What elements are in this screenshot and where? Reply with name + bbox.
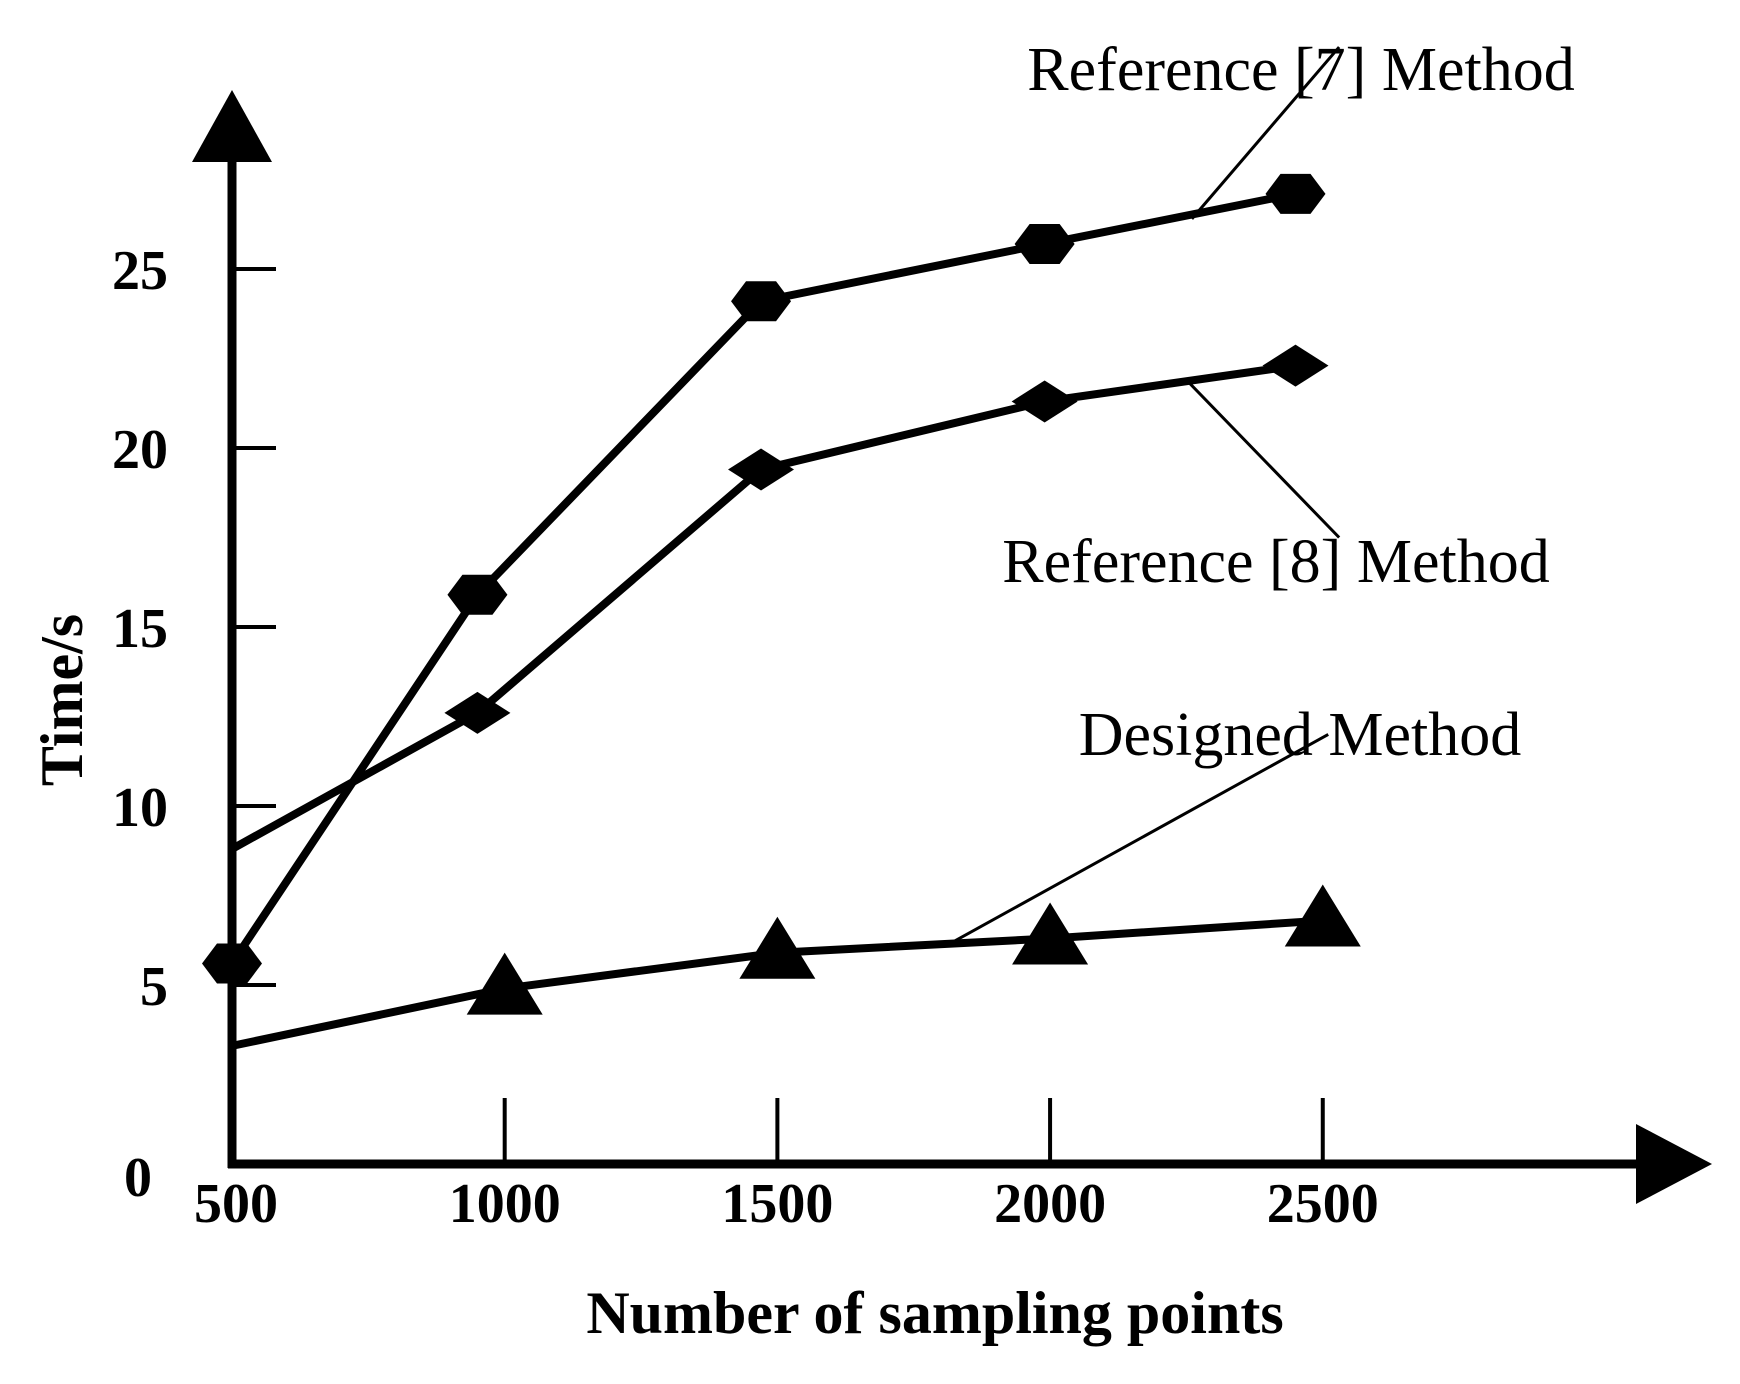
triangle-marker <box>1284 884 1361 947</box>
y-tick-label: 5 <box>140 956 168 1018</box>
triangle-marker <box>739 916 816 979</box>
y-tick-label: 15 <box>112 598 168 660</box>
leader-line <box>1190 46 1341 220</box>
series-label-reference-8: Reference [8] Method <box>1002 528 1549 596</box>
axis-ticks: 500 1000 1500 2000 2500 0 5 10 15 20 25 <box>112 240 1379 1235</box>
y-tick-label: 10 <box>112 777 168 839</box>
triangle-marker <box>466 952 543 1015</box>
x-tick-label: 1000 <box>449 1173 561 1235</box>
x-tick-label: 2500 <box>1267 1173 1379 1235</box>
y-tick-label: 0 <box>124 1147 152 1209</box>
series-2 <box>230 344 1329 853</box>
series-1 <box>202 173 1326 984</box>
diamond-marker <box>1011 380 1078 423</box>
triangle-marker <box>1012 902 1089 965</box>
x-axis-title: Number of sampling points <box>586 1280 1283 1346</box>
leader-line <box>945 733 1329 947</box>
hexagon-marker <box>447 574 508 615</box>
diamond-marker <box>728 448 795 491</box>
leader-line <box>1185 378 1341 539</box>
series-label-designed: Designed Method <box>1079 701 1522 769</box>
label-leader-lines <box>945 46 1341 947</box>
x-tick-label: 500 <box>194 1173 278 1235</box>
series-layer <box>202 173 1361 1050</box>
series-3 <box>231 884 1361 1050</box>
x-axis-arrow <box>1636 1124 1712 1204</box>
hexagon-marker <box>731 281 792 322</box>
y-axis-arrow <box>192 90 272 162</box>
hexagon-marker <box>1014 223 1075 264</box>
y-tick-label: 25 <box>112 240 168 302</box>
series-line <box>230 361 1297 853</box>
series-label-reference-7: Reference [7] Method <box>1027 36 1574 104</box>
y-axis-title: Time/s <box>29 614 95 786</box>
x-tick-label: 1500 <box>721 1173 833 1235</box>
diamond-marker <box>444 691 511 734</box>
diamond-marker <box>1262 344 1329 387</box>
hexagon-marker <box>202 943 262 984</box>
x-tick-label: 2000 <box>994 1173 1106 1235</box>
y-tick-label: 20 <box>112 419 168 481</box>
hexagon-marker <box>1265 173 1326 214</box>
